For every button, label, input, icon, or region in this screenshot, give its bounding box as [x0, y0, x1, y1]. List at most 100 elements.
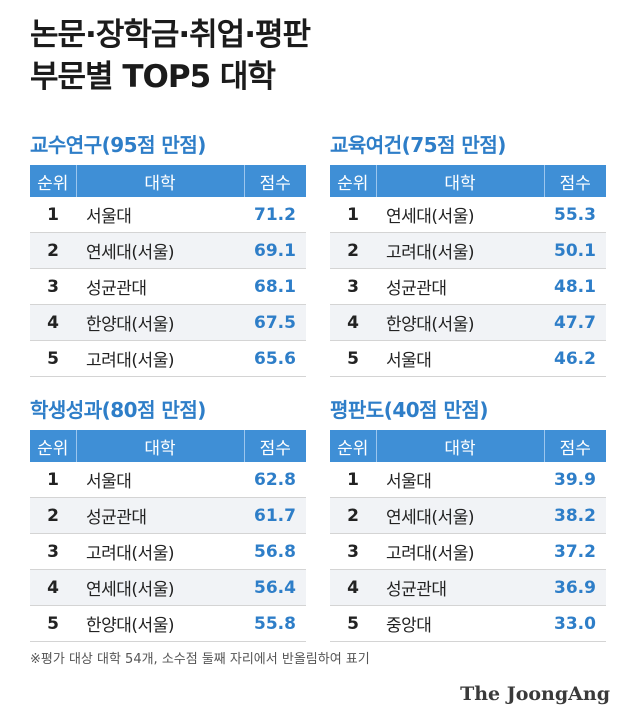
table-row: 5 고려대(서울) 65.6	[30, 340, 306, 377]
panel-title: 교수연구(95점 만점)	[30, 133, 206, 157]
ranking-table: 순위 대학 점수 1 연세대(서울) 55.3 2 고려대(서울) 50.1 3 성균관대…	[330, 165, 606, 377]
rank-cell: 1	[330, 197, 376, 233]
university-cell: 성균관대	[376, 569, 544, 606]
score-cell: 55.3	[544, 197, 606, 233]
score-cell: 65.6	[244, 340, 306, 377]
university-cell: 중앙대	[376, 605, 544, 642]
table-row: 4 성균관대 36.9	[330, 569, 606, 606]
university-cell: 성균관대	[376, 268, 544, 305]
university-cell: 연세대(서울)	[76, 232, 244, 269]
header-score: 점수	[243, 430, 306, 462]
table-row: 2 연세대(서울) 69.1	[30, 232, 306, 269]
score-cell: 56.4	[244, 569, 306, 606]
score-cell: 69.1	[244, 232, 306, 269]
ranking-panel-student-outcome: 학생성과(80점 만점) 순위 대학 점수 1 서울대 62.8 2 성균관대 61.7…	[30, 396, 306, 642]
rank-cell: 4	[30, 304, 76, 341]
panel-title: 학생성과(80점 만점)	[30, 398, 206, 422]
university-cell: 서울대	[376, 340, 544, 377]
score-cell: 33.0	[544, 605, 606, 642]
university-cell: 연세대(서울)	[76, 569, 244, 606]
rank-cell: 4	[30, 569, 76, 606]
table-row: 2 연세대(서울) 38.2	[330, 497, 606, 534]
university-cell: 고려대(서울)	[376, 232, 544, 269]
rank-cell: 5	[30, 340, 76, 377]
score-cell: 56.8	[244, 533, 306, 570]
score-cell: 61.7	[244, 497, 306, 534]
university-cell: 고려대(서울)	[376, 533, 544, 570]
panel-title: 평판도(40점 만점)	[330, 398, 488, 422]
table-header-row: 순위 대학 점수	[30, 165, 306, 197]
rank-cell: 3	[30, 533, 76, 570]
university-cell: 서울대	[76, 462, 244, 498]
header-rank: 순위	[30, 165, 76, 197]
rank-cell: 5	[30, 605, 76, 642]
source-logo: The JoongAng	[460, 683, 610, 705]
university-cell: 연세대(서울)	[376, 497, 544, 534]
table-header-row: 순위 대학 점수	[30, 430, 306, 462]
table-row: 2 고려대(서울) 50.1	[330, 232, 606, 269]
header-score: 점수	[543, 165, 606, 197]
rank-cell: 5	[330, 605, 376, 642]
title-line-1: 논문·장학금·취업·평판	[30, 17, 311, 53]
university-cell: 서울대	[376, 462, 544, 498]
university-cell: 서울대	[76, 197, 244, 233]
score-cell: 48.1	[544, 268, 606, 305]
score-cell: 71.2	[244, 197, 306, 233]
score-cell: 36.9	[544, 569, 606, 606]
table-row: 5 한양대(서울) 55.8	[30, 605, 306, 642]
header-score: 점수	[543, 430, 606, 462]
header-rank: 순위	[330, 165, 376, 197]
table-row: 5 서울대 46.2	[330, 340, 606, 377]
score-cell: 68.1	[244, 268, 306, 305]
rank-cell: 4	[330, 304, 376, 341]
university-cell: 고려대(서울)	[76, 340, 244, 377]
university-cell: 연세대(서울)	[376, 197, 544, 233]
rank-cell: 3	[330, 268, 376, 305]
rank-cell: 2	[30, 497, 76, 534]
score-cell: 39.9	[544, 462, 606, 498]
rank-cell: 4	[330, 569, 376, 606]
rank-cell: 2	[30, 232, 76, 269]
table-row: 4 연세대(서울) 56.4	[30, 569, 306, 606]
ranking-table: 순위 대학 점수 1 서울대 39.9 2 연세대(서울) 38.2 3 고려대(서울) 3…	[330, 430, 606, 642]
rank-cell: 1	[30, 197, 76, 233]
table-row: 3 성균관대 68.1	[30, 268, 306, 305]
score-cell: 50.1	[544, 232, 606, 269]
table-row: 1 서울대 71.2	[30, 197, 306, 233]
table-row: 5 중앙대 33.0	[330, 605, 606, 642]
table-row: 3 성균관대 48.1	[330, 268, 606, 305]
table-row: 1 서울대 39.9	[330, 462, 606, 498]
table-row: 1 서울대 62.8	[30, 462, 306, 498]
university-cell: 성균관대	[76, 497, 244, 534]
rank-cell: 5	[330, 340, 376, 377]
footnote: ※평가 대상 대학 54개, 소수점 둘째 자리에서 반올림하여 표기	[30, 652, 370, 667]
table-row: 4 한양대(서울) 67.5	[30, 304, 306, 341]
rank-cell: 2	[330, 497, 376, 534]
university-cell: 한양대(서울)	[76, 605, 244, 642]
table-row: 3 고려대(서울) 37.2	[330, 533, 606, 570]
rank-cell: 3	[30, 268, 76, 305]
rank-cell: 2	[330, 232, 376, 269]
table-row: 3 고려대(서울) 56.8	[30, 533, 306, 570]
score-cell: 46.2	[544, 340, 606, 377]
score-cell: 67.5	[244, 304, 306, 341]
header-university: 대학	[375, 430, 544, 462]
table-row: 1 연세대(서울) 55.3	[330, 197, 606, 233]
university-cell: 성균관대	[76, 268, 244, 305]
ranking-panel-education: 교육여건(75점 만점) 순위 대학 점수 1 연세대(서울) 55.3 2 고려대(…	[330, 131, 606, 377]
score-cell: 55.8	[244, 605, 306, 642]
score-cell: 37.2	[544, 533, 606, 570]
ranking-table: 순위 대학 점수 1 서울대 71.2 2 연세대(서울) 69.1 3 성균관대 68.1…	[30, 165, 306, 377]
header-university: 대학	[75, 430, 244, 462]
ranking-panel-reputation: 평판도(40점 만점) 순위 대학 점수 1 서울대 39.9 2 연세대(서울) 38…	[330, 396, 606, 642]
score-cell: 62.8	[244, 462, 306, 498]
score-cell: 38.2	[544, 497, 606, 534]
page-title: 논문·장학금·취업·평판 부문별 TOP5 대학	[30, 14, 311, 98]
table-row: 4 한양대(서울) 47.7	[330, 304, 606, 341]
table-header-row: 순위 대학 점수	[330, 430, 606, 462]
title-line-2: 부문별 TOP5 대학	[30, 59, 276, 95]
header-rank: 순위	[30, 430, 76, 462]
panel-title: 교육여건(75점 만점)	[330, 133, 506, 157]
header-rank: 순위	[330, 430, 376, 462]
university-cell: 한양대(서울)	[376, 304, 544, 341]
